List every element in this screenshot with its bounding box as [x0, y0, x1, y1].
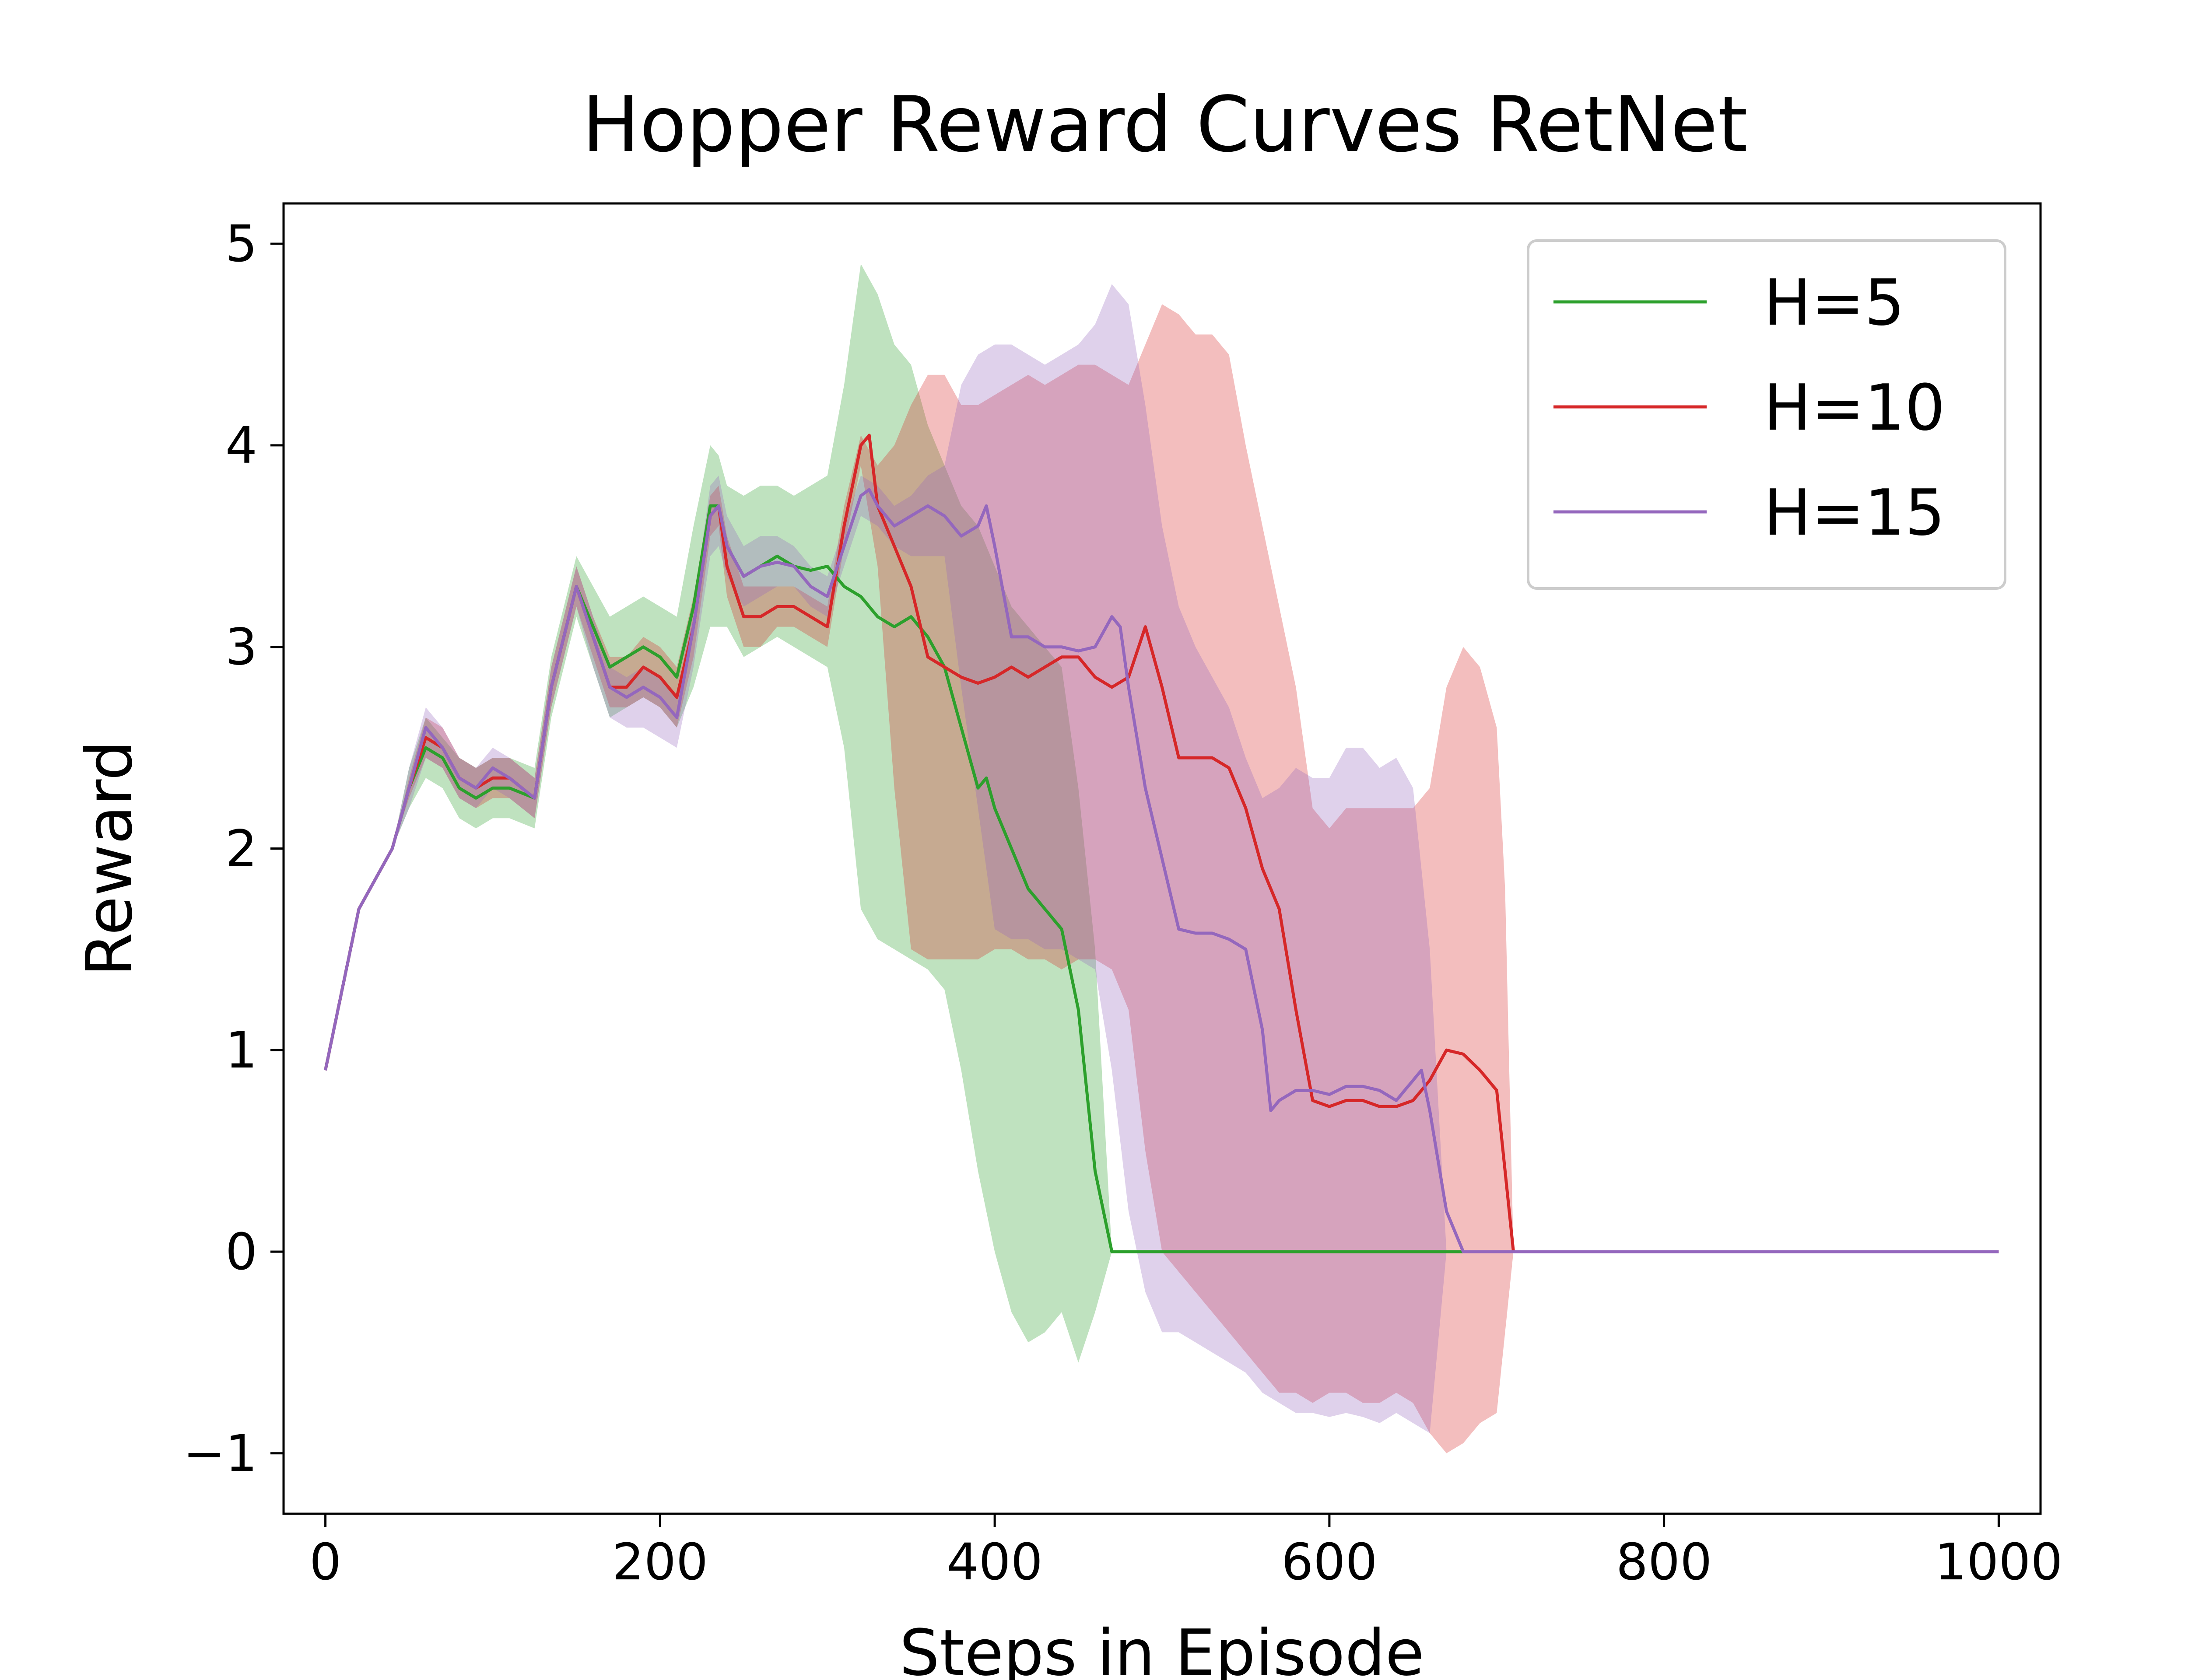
- series-lines: [324, 434, 1999, 1253]
- y-tick-label: −1: [183, 1424, 257, 1483]
- band-series-1: [325, 264, 1112, 1363]
- y-tick-label: 5: [225, 215, 257, 273]
- chart-title: Hopper Reward Curves RetNet: [582, 80, 1748, 169]
- y-tick-label: 2: [225, 819, 257, 878]
- legend: H=5 H=10 H=15: [1527, 239, 2006, 590]
- x-tick-label: 200: [612, 1533, 708, 1592]
- x-tick-label: 600: [1281, 1533, 1378, 1592]
- legend-box: [1527, 239, 2006, 590]
- y-tick-label: 4: [225, 416, 257, 475]
- y-tick-label: 1: [225, 1021, 257, 1080]
- legend-label-3: H=15: [1764, 476, 1945, 550]
- x-axis-label: Steps in Episode: [899, 1616, 1424, 1680]
- legend-label-1: H=5: [1764, 266, 1905, 340]
- y-tick-label: 3: [225, 618, 257, 677]
- line-series-1: [324, 504, 1999, 1253]
- band-series-3: [325, 284, 1447, 1433]
- x-tick-label: 1000: [1935, 1533, 2063, 1592]
- y-axis-ticks: −1 0 1 2 3 4 5: [183, 215, 284, 1483]
- y-axis-label: Reward: [73, 740, 147, 976]
- band-series-2: [325, 304, 1514, 1453]
- x-tick-label: 0: [309, 1533, 341, 1592]
- y-tick-label: 0: [225, 1223, 257, 1281]
- plot-frame: [282, 202, 2042, 1515]
- x-axis-ticks: 0 200 400 600 800 1000: [309, 1514, 2063, 1592]
- line-series-3: [324, 488, 1999, 1253]
- x-tick-label: 400: [947, 1533, 1043, 1592]
- confidence-bands: [325, 264, 1514, 1453]
- legend-label-2: H=10: [1764, 371, 1945, 445]
- x-tick-label: 800: [1616, 1533, 1712, 1592]
